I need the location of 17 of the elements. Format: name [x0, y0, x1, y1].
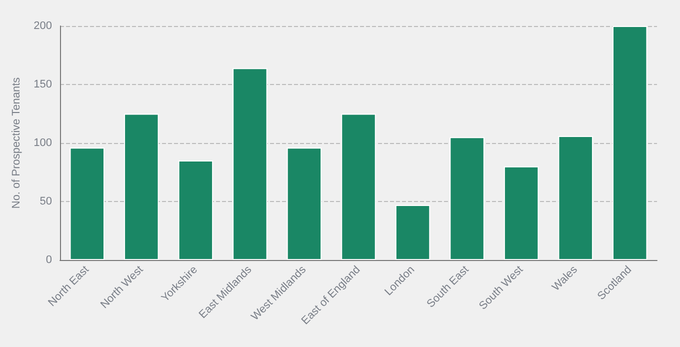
y-tick-label: 150 — [34, 78, 52, 90]
bar — [558, 136, 593, 260]
bar — [612, 26, 648, 260]
y-axis-title: No. of Prospective Tenants — [10, 76, 22, 209]
y-tick-label: 100 — [34, 137, 52, 149]
bar — [232, 68, 268, 260]
bar — [450, 137, 484, 260]
y-tick-label: 50 — [40, 196, 52, 208]
bar — [178, 160, 214, 260]
bar — [395, 205, 430, 260]
bar — [286, 148, 322, 260]
bar — [504, 166, 539, 260]
bar — [70, 148, 105, 260]
y-tick-label: 0 — [46, 254, 52, 266]
bar — [124, 114, 159, 260]
bar — [341, 114, 376, 260]
y-tick-label: 200 — [34, 20, 52, 32]
